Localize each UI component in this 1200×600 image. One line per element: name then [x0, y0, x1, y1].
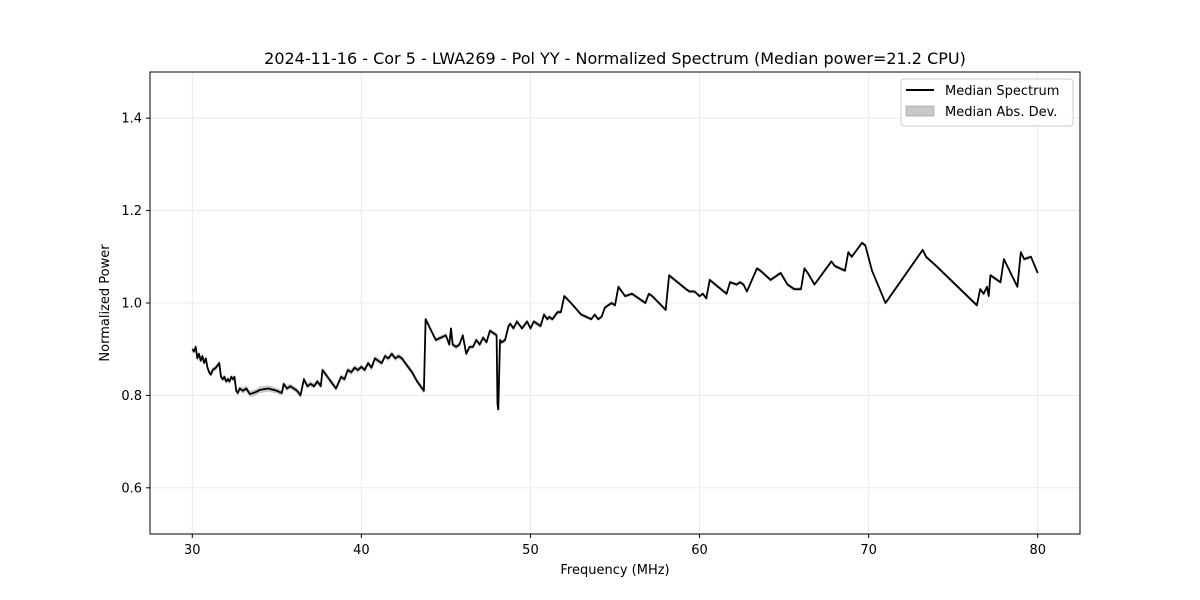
y-tick-label: 0.6: [121, 481, 142, 496]
y-tick-label: 1.0: [121, 297, 142, 312]
chart-title: 2024-11-16 - Cor 5 - LWA269 - Pol YY - N…: [264, 49, 966, 68]
x-tick-label: 40: [353, 543, 370, 558]
x-tick-label: 50: [522, 543, 539, 558]
x-tick-label: 60: [691, 543, 708, 558]
x-axis-label: Frequency (MHz): [560, 563, 669, 578]
x-tick-label: 80: [1029, 543, 1046, 558]
median-line-layer: [191, 241, 1039, 411]
y-tick-label: 1.4: [121, 112, 142, 127]
x-axis-ticks: 30 40 50 60 70 80: [184, 534, 1046, 558]
legend-swatch-median-abs-dev: [905, 105, 935, 117]
y-axis-ticks: 0.6 0.8 1.0 1.2 1.4: [121, 112, 150, 496]
x-tick-label: 70: [860, 543, 877, 558]
y-tick-label: 1.2: [121, 204, 142, 219]
legend-box: [900, 78, 1074, 127]
y-axis-label: Normalized Power: [98, 244, 113, 362]
x-tick-label: 30: [184, 543, 201, 558]
series-median-spectrum-line: [191, 241, 1039, 411]
y-tick-label: 0.8: [121, 389, 142, 404]
legend: Median Spectrum Median Abs. Dev.: [900, 78, 1074, 127]
legend-label-median-spectrum: Median Spectrum: [945, 84, 1059, 99]
legend-label-median-abs-dev: Median Abs. Dev.: [945, 105, 1057, 120]
